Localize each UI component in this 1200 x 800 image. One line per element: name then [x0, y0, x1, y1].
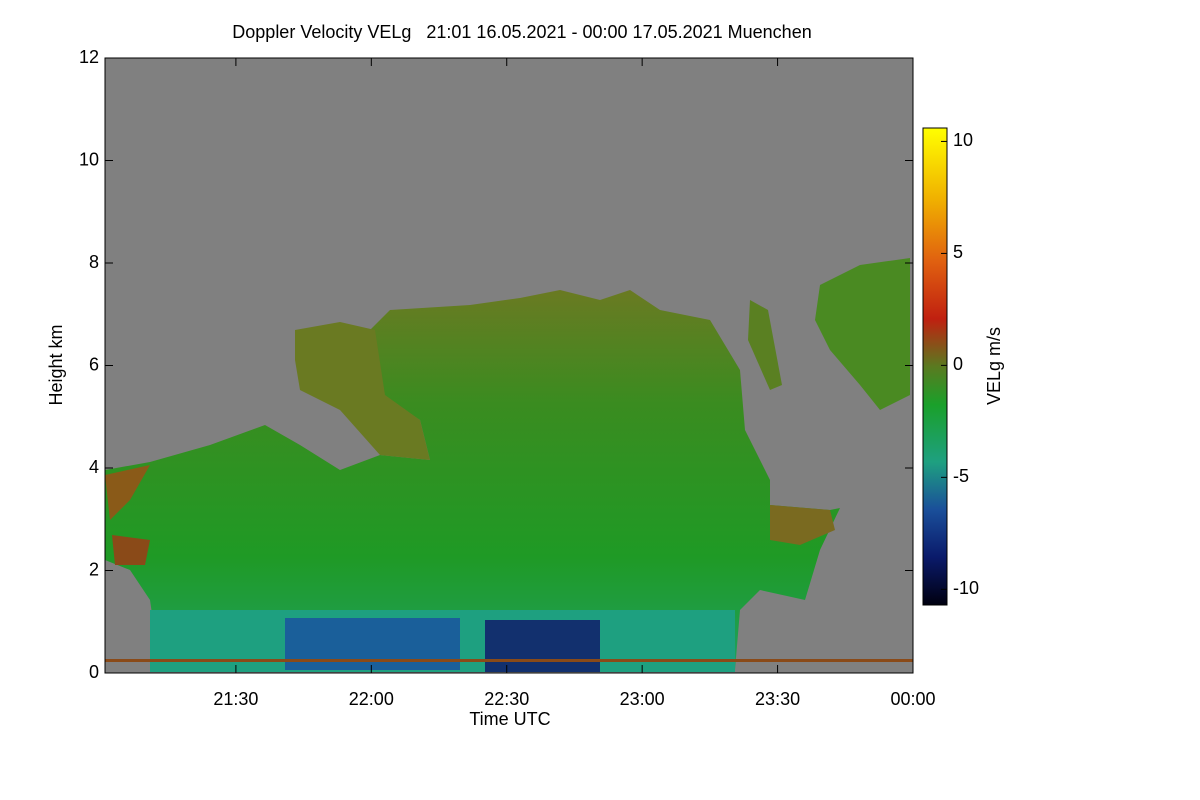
x-axis-label: Time UTC [469, 709, 550, 729]
y-tick-label: 10 [79, 149, 99, 169]
colorbar-tick-label: 5 [953, 242, 963, 262]
x-tick-label: 21:30 [213, 689, 258, 709]
cloud [112, 535, 150, 565]
y-tick-label: 4 [89, 457, 99, 477]
colorbar-tick-label: 10 [953, 130, 973, 150]
x-tick-label: 22:30 [484, 689, 529, 709]
cloud [105, 290, 840, 670]
cloud [748, 300, 782, 390]
chart-title: Doppler Velocity VELg 21:01 16.05.2021 -… [232, 22, 811, 42]
x-tick-label: 23:30 [755, 689, 800, 709]
cloud [105, 465, 150, 520]
cloud [295, 322, 430, 460]
echo-field [105, 258, 913, 672]
y-axis-label: Height km [46, 324, 66, 405]
y-tick-label: 8 [89, 252, 99, 272]
boundary-layer-core [285, 618, 460, 670]
y-tick-label: 0 [89, 662, 99, 682]
colorbar [922, 127, 948, 606]
colorbar-tick-label: -5 [953, 466, 969, 486]
cloud [770, 505, 835, 545]
colorbar-label: VELg m/s [984, 327, 1004, 405]
boundary-layer-core [485, 620, 600, 672]
colorbar-tick-label: 0 [953, 354, 963, 374]
x-tick-label: 22:00 [349, 689, 394, 709]
x-tick-label: 00:00 [890, 689, 935, 709]
y-tick-label: 6 [89, 354, 99, 374]
y-tick-label: 12 [79, 47, 99, 67]
cloud [815, 258, 910, 410]
ground-clutter [105, 659, 913, 662]
colorbar-tick-label: -10 [953, 578, 979, 598]
y-tick-label: 2 [89, 559, 99, 579]
x-tick-label: 23:00 [620, 689, 665, 709]
